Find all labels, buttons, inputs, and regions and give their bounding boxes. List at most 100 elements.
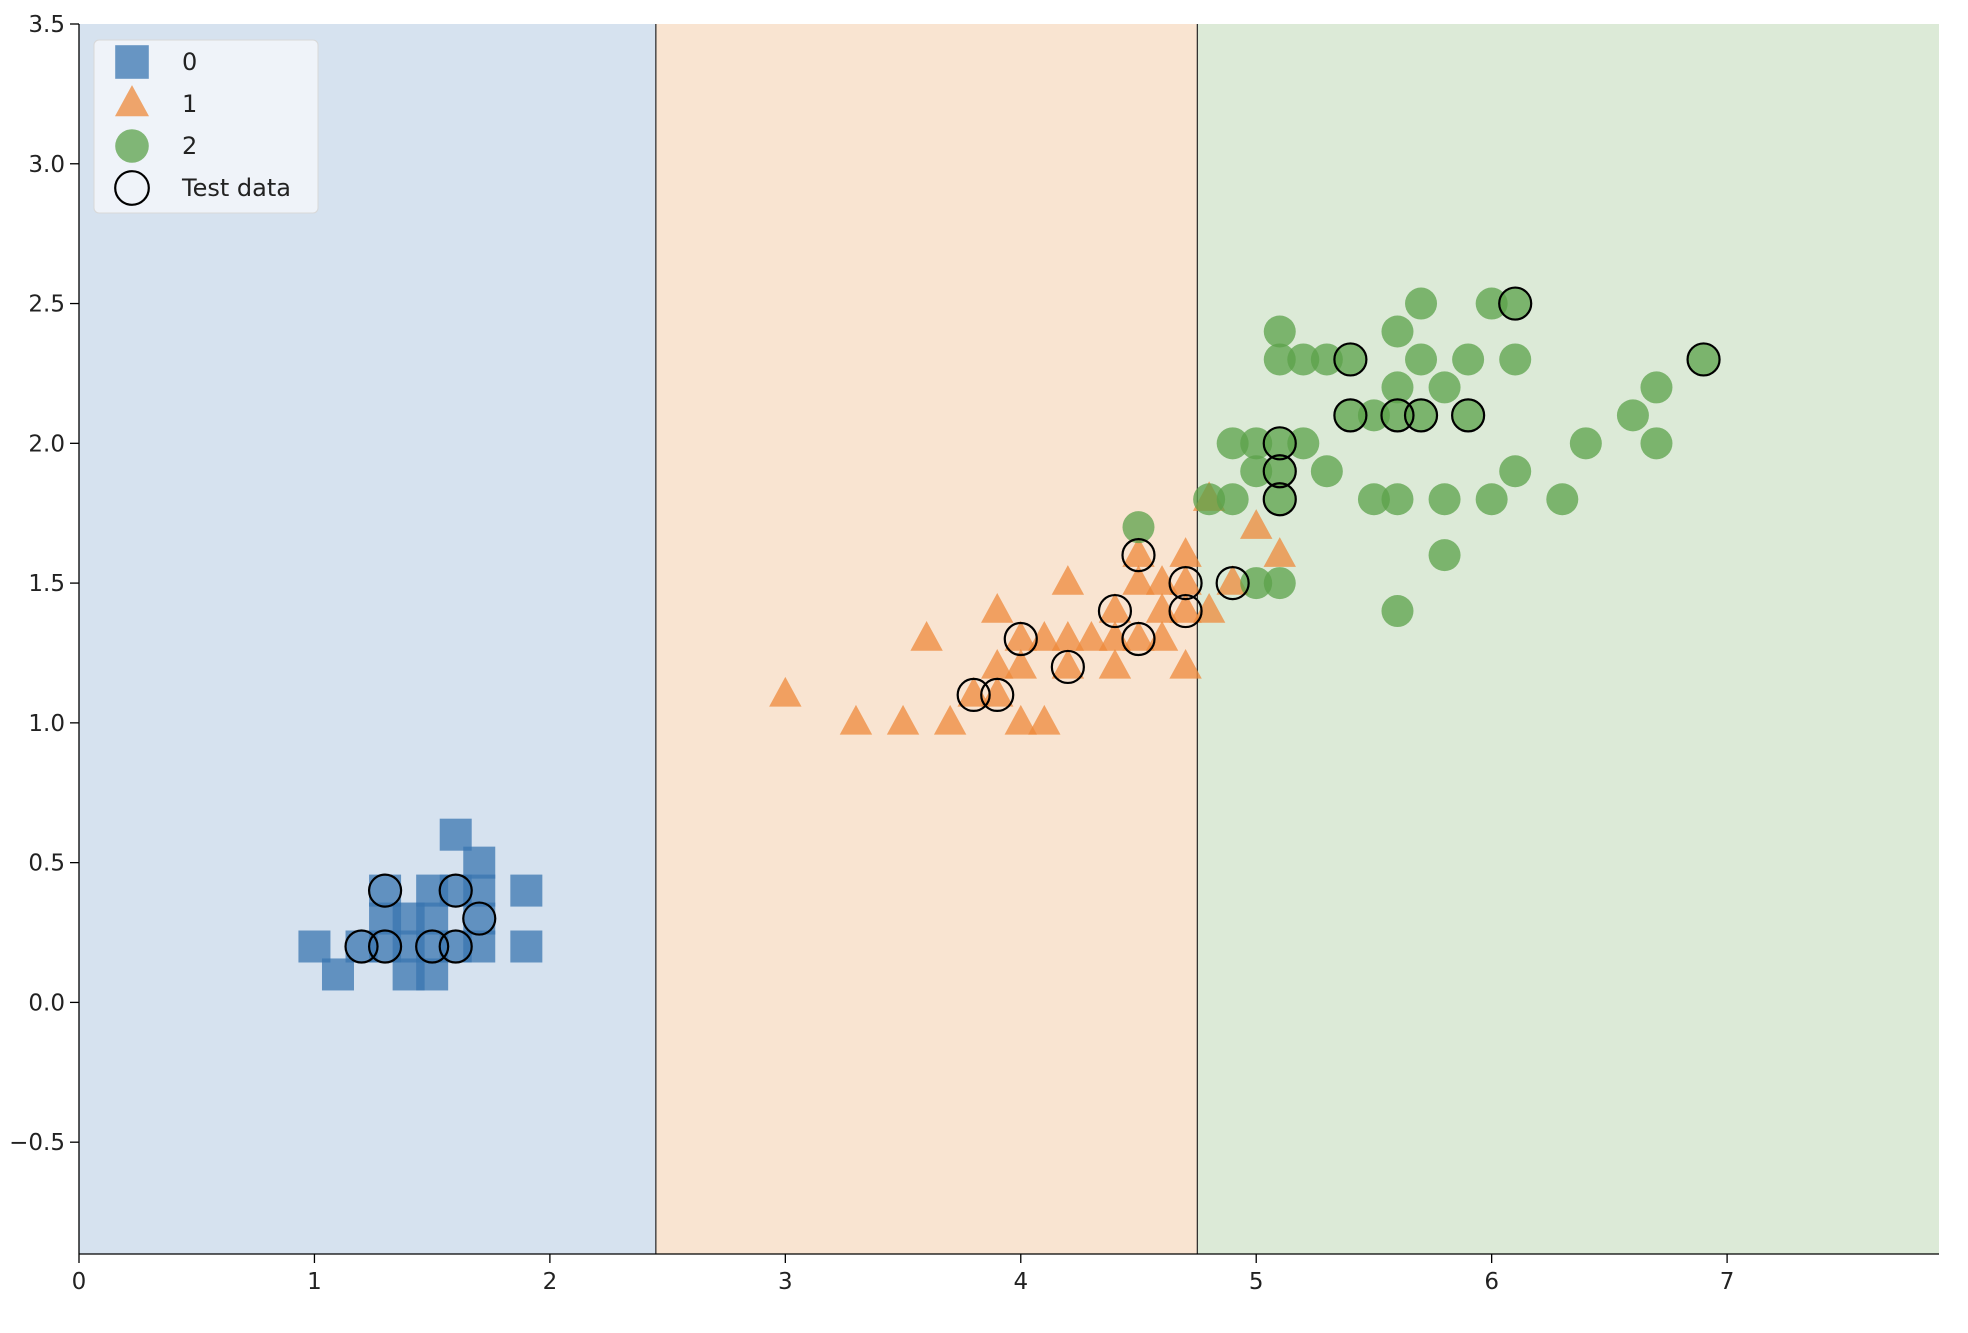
class-1-point [910, 621, 943, 651]
x-tick-label: 7 [1720, 1269, 1735, 1295]
class-2-point [1687, 343, 1720, 376]
test-data-point [1333, 342, 1368, 377]
data-points [298, 286, 1721, 991]
class-1-point [1169, 648, 1202, 679]
test-data-point [1403, 398, 1439, 433]
class-1-point [1169, 565, 1202, 595]
class-2-point [1640, 371, 1673, 404]
test-data-point [1333, 398, 1368, 433]
decision-region-2 [1197, 24, 1939, 1254]
test-data-point [1262, 482, 1297, 517]
class-1-point [1004, 621, 1037, 651]
test-data-point [1215, 565, 1250, 601]
test-data-point [1121, 621, 1156, 657]
class-0-point [416, 958, 449, 991]
class-2-point [1263, 315, 1296, 348]
decision-regions [79, 24, 1939, 1254]
class-1-point [886, 704, 920, 735]
class-2-point [1263, 343, 1296, 376]
x-tick-label: 6 [1484, 1269, 1499, 1295]
test-data-point [415, 929, 450, 964]
class-1-point [1263, 537, 1296, 567]
class-2-point [1569, 427, 1602, 460]
test-data-point [1451, 398, 1486, 433]
legend-box [93, 39, 319, 214]
legend-label: 1 [182, 90, 197, 118]
class-0-point [439, 818, 472, 851]
decision-region-0 [79, 24, 656, 1254]
test-data-point [344, 929, 379, 964]
x-tick-label: 5 [1249, 1269, 1264, 1295]
y-tick-label: 3.0 [28, 152, 65, 178]
class-2-point [1428, 371, 1461, 404]
class-2-point [1381, 371, 1414, 404]
legend-item: Test data [114, 170, 291, 206]
class-0-point [510, 874, 543, 907]
class-1-point [1122, 537, 1155, 567]
y-tick-label: 1.0 [28, 711, 65, 737]
x-tick-label: 4 [1013, 1269, 1028, 1295]
class-2-point [1499, 343, 1532, 376]
test-data-point [1003, 621, 1038, 657]
class-2-point [1475, 483, 1508, 516]
y-tick-label: −0.5 [9, 1130, 65, 1156]
class-2-point [1546, 483, 1579, 516]
class-1-point [1075, 621, 1108, 651]
test-data-point [1168, 593, 1203, 629]
y-tick-label: 2.5 [28, 292, 65, 318]
legend-marker-square [115, 45, 149, 79]
class-1-point [933, 704, 967, 735]
class-1-point [1216, 565, 1249, 595]
class-2-point [1475, 287, 1508, 320]
class-1-point [1051, 565, 1085, 595]
y-tick-label: 0.5 [28, 851, 65, 877]
class-2-point [1499, 287, 1532, 320]
class-2-point [1405, 287, 1438, 320]
test-data-point [956, 677, 991, 713]
class-2-point [1240, 427, 1273, 460]
test-data-point [980, 677, 1015, 713]
class-1-point [1240, 509, 1273, 539]
class-2-point [1122, 511, 1155, 544]
test-data-point [438, 873, 473, 908]
class-2-point [1381, 315, 1414, 348]
class-2-point [1240, 567, 1273, 600]
class-2-point [1240, 455, 1273, 488]
test-data-point [1498, 286, 1533, 321]
class-2-point [1193, 483, 1226, 516]
x-tick-label: 0 [72, 1269, 87, 1295]
class-2-point [1287, 343, 1320, 376]
class-2-point [1381, 483, 1414, 516]
legend-item: 2 [115, 129, 197, 163]
legend-item: 0 [115, 45, 197, 79]
class-1-point [1051, 621, 1085, 651]
class-1-point [1004, 704, 1037, 735]
test-data-point [1097, 593, 1133, 629]
class-1-point [1028, 704, 1061, 735]
class-1-point [1098, 648, 1132, 679]
class-1-point [1169, 537, 1202, 567]
class-2-point [1357, 483, 1390, 516]
class-0-point [510, 930, 543, 963]
class-2-point [1452, 399, 1485, 432]
test-data-point [1380, 398, 1415, 433]
legend-marker-triangle [114, 85, 150, 117]
class-1-point [1122, 565, 1155, 595]
test-data-point [1168, 565, 1203, 601]
class-2-point [1381, 595, 1414, 628]
class-1-point [981, 593, 1014, 623]
class-2-point [1428, 483, 1461, 516]
class-2-point [1216, 483, 1249, 516]
y-tick-label: 0.0 [28, 990, 65, 1016]
class-2-point [1357, 399, 1390, 432]
legend-label: 2 [182, 132, 197, 160]
test-data-point [438, 929, 473, 964]
class-2-point [1405, 343, 1438, 376]
x-tick-label: 1 [307, 1269, 322, 1295]
test-data-point [1050, 649, 1085, 685]
y-tick-label: 2.0 [28, 431, 65, 457]
class-1-point [1169, 593, 1202, 623]
class-1-point [981, 648, 1014, 679]
class-2-point [1263, 427, 1296, 460]
